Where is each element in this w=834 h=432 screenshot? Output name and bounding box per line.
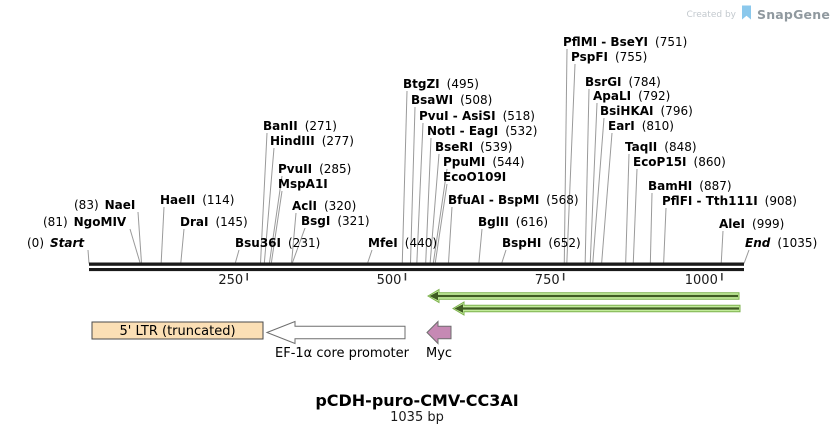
restriction-site-label[interactable]: BsiHKAI (796): [600, 104, 693, 118]
ruler-number: 1000: [684, 273, 718, 288]
restriction-site-label[interactable]: ApaLI (792): [593, 89, 671, 103]
restriction-site-label[interactable]: TaqII (848): [625, 140, 697, 154]
ruler-number: 750: [534, 273, 560, 288]
site-leader-line: [129, 228, 141, 264]
site-leader-line: [425, 137, 432, 264]
promoter-arrow: [265, 320, 406, 345]
restriction-site-label[interactable]: DraI (145): [180, 215, 248, 229]
ltr-feature-box: [91, 321, 264, 340]
restriction-site-label[interactable]: End (1035): [745, 236, 818, 250]
promoter-feature-label: EF-1α core promoter: [275, 346, 409, 361]
restriction-site-label[interactable]: BseRI (539): [435, 140, 513, 154]
site-leader-line: [649, 192, 653, 264]
myc-feature-label: Myc: [426, 346, 453, 361]
restriction-site-label[interactable]: BsaWI (508): [411, 93, 493, 107]
site-leader-line: [268, 175, 283, 264]
restriction-site-label[interactable]: PvuI - AsiSI (518): [419, 109, 535, 123]
restriction-site-label[interactable]: MfeI (440): [368, 236, 438, 250]
restriction-site-label[interactable]: BfuAI - BspMI (568): [448, 193, 579, 207]
restriction-site-label[interactable]: BspHI (652): [502, 236, 581, 250]
site-leader-line: [409, 106, 416, 264]
restriction-site-label[interactable]: (83) NaeI: [74, 198, 136, 212]
restriction-site-label[interactable]: AleI (999): [719, 217, 785, 231]
site-leader-line: [270, 190, 283, 264]
ltr-feature-label: 5' LTR (truncated): [119, 324, 236, 339]
created-by-text: Created by: [686, 9, 736, 20]
restriction-site-label[interactable]: HindIII (277): [270, 134, 354, 148]
site-leader-line: [601, 132, 613, 264]
site-leader-line: [501, 249, 507, 264]
site-leader-line: [160, 206, 165, 264]
site-leader-line: [291, 212, 297, 264]
restriction-site-label[interactable]: BglII (616): [478, 215, 549, 229]
restriction-site-label[interactable]: BsgI (321): [301, 214, 370, 228]
restriction-site-label[interactable]: BsrGI (784): [585, 75, 661, 89]
primer-arrowhead: [454, 304, 463, 313]
ruler-number: 250: [218, 273, 244, 288]
site-leader-line: [137, 211, 143, 264]
myc-arrow: [426, 320, 452, 345]
site-leader-line: [584, 88, 590, 264]
restriction-site-label[interactable]: PpuMI (544): [443, 155, 525, 169]
site-leader-line: [589, 102, 598, 264]
title-block: pCDH-puro-CMV-CC3AI 1035 bp: [0, 391, 834, 426]
map-length: 1035 bp: [390, 410, 444, 425]
site-leader-line: [632, 168, 638, 264]
restriction-site-label[interactable]: PspFI (755): [571, 50, 648, 64]
restriction-site-label[interactable]: PflFI - Tth111I (908): [662, 194, 797, 208]
site-leader-line: [416, 122, 424, 264]
site-leader-line: [429, 153, 440, 264]
site-leader-line: [401, 90, 408, 264]
site-leader-line: [432, 168, 448, 264]
primer-arrowhead: [429, 291, 438, 301]
site-leader-line: [720, 230, 724, 264]
site-leader-line: [366, 249, 373, 264]
restriction-site-label[interactable]: BtgZI (495): [403, 77, 479, 91]
restriction-site-label[interactable]: EarI (810): [608, 119, 674, 133]
site-leader-line: [263, 147, 275, 264]
snapgene-brand-text: SnapGene: [757, 7, 830, 22]
sequence-bar-bottom: [89, 268, 744, 272]
site-leader-line: [180, 228, 185, 264]
restriction-site-label[interactable]: MspA1I: [278, 177, 328, 191]
snapgene-logo-icon: [741, 5, 752, 24]
restriction-site-label[interactable]: (0) Start: [27, 236, 85, 250]
restriction-site-label[interactable]: EcoO109I: [443, 170, 507, 184]
site-leader-line: [234, 249, 240, 264]
site-leader-line: [663, 207, 667, 264]
site-leader-line: [87, 249, 90, 264]
site-leader-line: [260, 132, 268, 264]
restriction-site-label[interactable]: PvuII (285): [278, 162, 352, 176]
ruler-number: 500: [376, 273, 402, 288]
restriction-site-label[interactable]: BanII (271): [263, 119, 337, 133]
restriction-site-label[interactable]: Bsu36I (231): [235, 236, 321, 250]
restriction-site-label[interactable]: (81) NgoMIV: [43, 215, 127, 229]
watermark: Created by SnapGene: [686, 5, 830, 24]
site-leader-line: [563, 48, 568, 264]
site-leader-line: [566, 63, 576, 264]
site-leader-line: [291, 227, 306, 264]
restriction-site-label[interactable]: HaeII (114): [160, 193, 235, 207]
site-leader-line: [434, 183, 448, 264]
site-leader-line: [743, 249, 750, 264]
restriction-site-label[interactable]: AclI (320): [292, 199, 357, 213]
site-leader-line: [478, 228, 483, 264]
restriction-site-label[interactable]: BamHI (887): [648, 179, 732, 193]
restriction-site-label[interactable]: EcoP15I (860): [633, 155, 726, 169]
restriction-site-label[interactable]: PflMI - BseYI (751): [563, 35, 688, 49]
site-leader-line: [592, 117, 605, 264]
map-title: pCDH-puro-CMV-CC3AI: [315, 391, 519, 410]
site-leader-line: [625, 153, 630, 264]
sequence-bar-top: [89, 262, 744, 266]
site-leader-line: [447, 206, 453, 264]
restriction-site-label[interactable]: NotI - EagI (532): [427, 124, 538, 138]
